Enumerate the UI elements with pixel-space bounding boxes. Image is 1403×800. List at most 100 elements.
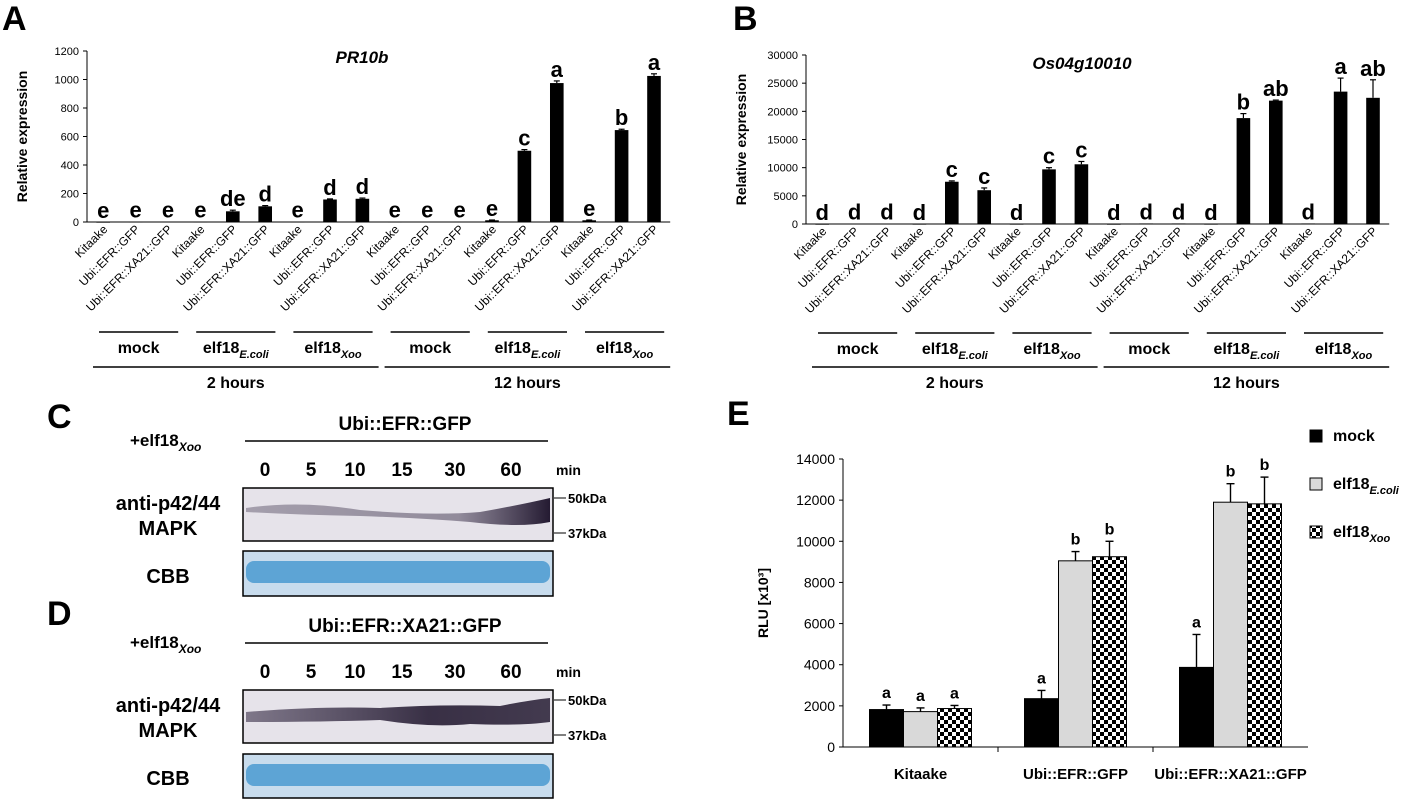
chart-b-bar (1106, 223, 1121, 225)
chart-b-sig-letter: d (913, 200, 926, 225)
chart-a-bar (485, 220, 499, 222)
chart-a-treatment-label: elf18Xoo (596, 340, 654, 361)
blot-d-stain: CBB (146, 768, 189, 790)
blot-c-band (246, 498, 550, 525)
chart-e-legend-label: elf18Xoo (1333, 524, 1391, 545)
chart-e-ytick-label: 14000 (796, 451, 835, 467)
chart-a-ytick-label: 800 (61, 103, 79, 115)
chart-b-treatment-label: mock (837, 341, 879, 358)
chart-b-bar (847, 223, 862, 225)
chart-b-sig-letter: c (946, 157, 958, 182)
chart-e-ytick-label: 0 (827, 739, 835, 755)
chart-a-sig-letter: de (220, 186, 246, 211)
chart-a-bar (193, 221, 208, 223)
blot-d-timepoint: 10 (344, 662, 365, 683)
chart-a-title: PR10b (336, 48, 389, 67)
chart-a-bar (323, 199, 337, 222)
chart-e-sig-letter: b (1226, 464, 1236, 481)
chart-e-sig-letter: a (1192, 614, 1201, 631)
blot-d-timepoint: 60 (500, 662, 521, 683)
chart-b-bar (1333, 91, 1348, 224)
chart-a-sig-letter: e (389, 198, 401, 223)
chart-b-sig-letter: d (1107, 200, 1120, 225)
blot-c-cbb-band (246, 561, 550, 583)
chart-e-sig-letter: b (1105, 521, 1115, 538)
chart-a-bar (258, 206, 273, 222)
chart-a-treatment-label: elf18Xoo (304, 340, 362, 361)
blot-d-timepoint: 15 (391, 662, 413, 683)
chart-b-treatment-label: elf18E.coli (922, 341, 989, 362)
chart-b-sig-letter: ab (1263, 76, 1289, 101)
chart-a-sig-letter: e (486, 196, 498, 221)
chart-a-sig-letter: e (291, 198, 303, 223)
blot-c-timepoint: 60 (500, 460, 521, 481)
chart-a-sig-letter: e (194, 198, 206, 223)
chart-a-sig-letter: d (258, 182, 271, 207)
chart-b-bar (1171, 223, 1186, 225)
chart-e-category-label: Ubi::EFR::XA21::GFP (1154, 766, 1307, 783)
blot-c-stain: CBB (146, 566, 189, 588)
chart-b-sig-letter: d (1139, 199, 1152, 224)
chart-a-sig-letter: d (356, 174, 369, 199)
chart-a-ytick-label: 0 (73, 217, 79, 229)
chart-a-bar (128, 221, 143, 223)
chart-e-rlu: 0 2000 4000 6000 8000 10000 12000 14000 RLU [x10… (755, 428, 1400, 783)
chart-a-time-label: 2 hours (207, 375, 265, 392)
chart-a-bar (161, 221, 175, 223)
panel-letter-b: B (733, 0, 758, 38)
chart-b-sig-letter: c (1075, 137, 1087, 162)
blot-c-time-unit: min (556, 462, 581, 478)
chart-b-bar (1009, 223, 1024, 225)
chart-e-bar (1058, 560, 1093, 748)
chart-b-sig-letter: ab (1360, 56, 1386, 81)
chart-a-sig-letter: e (162, 198, 174, 223)
chart-e-legend-label: mock (1333, 428, 1375, 445)
blot-d-cbb-band (246, 764, 550, 786)
chart-a-y-label: Relative expression (14, 71, 30, 203)
chart-a-treatment-label: mock (409, 340, 451, 357)
chart-e-sig-letter: a (1037, 670, 1046, 687)
chart-a-sig-letter: c (518, 126, 530, 151)
blot-c-timepoint: 15 (391, 460, 413, 481)
chart-a-ytick-label: 400 (61, 160, 79, 172)
blot-d-timepoint: 0 (260, 662, 271, 683)
chart-a-ytick-label: 200 (61, 189, 79, 201)
chart-b-bar (1236, 118, 1251, 224)
chart-e-category-label: Ubi::EFR::GFP (1023, 766, 1128, 783)
chart-b-bar (815, 223, 830, 225)
chart-e-sig-letter: b (1071, 532, 1081, 549)
chart-a-sig-letter: e (453, 198, 465, 223)
blot-c-timepoint: 30 (444, 460, 465, 481)
blot-c-treatment: +elf18Xoo (130, 431, 201, 454)
chart-a-sig-letter: e (129, 198, 141, 223)
chart-b-ytick-label: 25000 (767, 78, 798, 90)
blot-d-antibody-line1: anti-p42/44 (116, 695, 221, 717)
chart-e-bar (1179, 666, 1214, 748)
chart-b-bar (1268, 100, 1283, 224)
panel-letter-c: C (47, 398, 72, 436)
chart-a-pr10b: 0 200 400 600 800 1000 1200 Relative expression… (14, 46, 671, 392)
chart-b-sig-letter: a (1334, 54, 1347, 79)
chart-a-ytick-label: 600 (61, 132, 79, 144)
chart-b-ytick-label: 20000 (767, 106, 798, 118)
blot-c-marker-37: 37kDa (568, 526, 607, 541)
chart-e-bar (869, 709, 904, 748)
chart-b-treatment-label: elf18E.coli (1213, 341, 1280, 362)
blot-c-timepoint: 5 (306, 460, 317, 481)
chart-a-bar (647, 75, 661, 222)
chart-a-time-label: 12 hours (494, 375, 561, 392)
chart-a-bar (420, 221, 435, 223)
chart-e-y-label: RLU [x10³] (755, 568, 771, 638)
chart-e-sig-letter: a (882, 685, 891, 702)
blot-c-timepoint: 10 (344, 460, 365, 481)
blot-d-timepoint: 30 (444, 662, 465, 683)
chart-e-ytick-label: 10000 (796, 533, 835, 549)
chart-b-bar (912, 223, 927, 225)
chart-b-time-label: 12 hours (1213, 375, 1280, 392)
panel-letter-d: D (47, 595, 72, 633)
chart-a-sig-letter: e (421, 198, 433, 223)
chart-a-ytick-label: 1000 (55, 75, 79, 87)
chart-b-sig-letter: d (848, 200, 861, 225)
blot-d-marker-37: 37kDa (568, 728, 607, 743)
